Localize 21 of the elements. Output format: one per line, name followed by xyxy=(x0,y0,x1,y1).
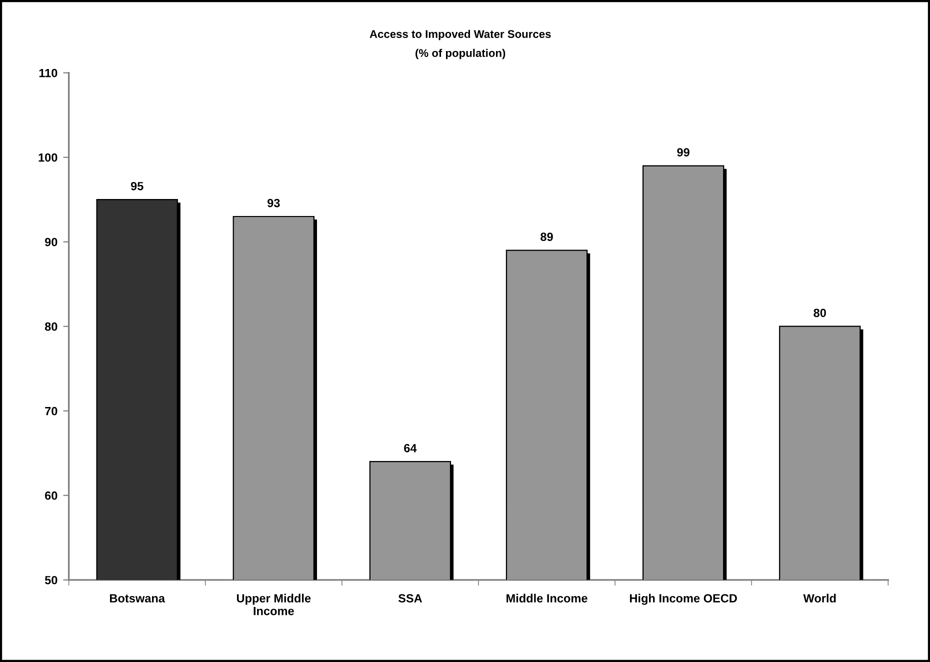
chart-subtitle: (% of population) xyxy=(416,48,506,60)
data-label: 64 xyxy=(404,444,417,452)
data-label: 95 xyxy=(130,182,144,190)
y-tick-label: 80 xyxy=(44,322,58,331)
y-tick-label: 50 xyxy=(44,576,58,584)
y-tick-label: 110 xyxy=(39,68,58,78)
x-tick-label: Middle Income xyxy=(506,594,588,602)
y-tick-label: 60 xyxy=(45,491,58,500)
y-tick-label: 100 xyxy=(38,153,58,162)
x-tick-label: High Income OECD xyxy=(630,594,737,605)
y-tick-label: 70 xyxy=(45,406,58,416)
data-label: 89 xyxy=(540,232,553,242)
x-tick-label: Upper Middle Income xyxy=(236,594,311,616)
y-tick-label: 90 xyxy=(44,238,58,246)
data-label: 93 xyxy=(267,198,280,208)
x-tick-label: Botswana xyxy=(110,594,166,602)
x-tick-label: World xyxy=(803,594,836,602)
x-tick-label: SSA xyxy=(398,594,422,602)
chart-title: Access to Impoved Water Sources xyxy=(370,30,551,40)
data-label: 99 xyxy=(677,148,690,157)
data-label: 80 xyxy=(814,308,826,318)
